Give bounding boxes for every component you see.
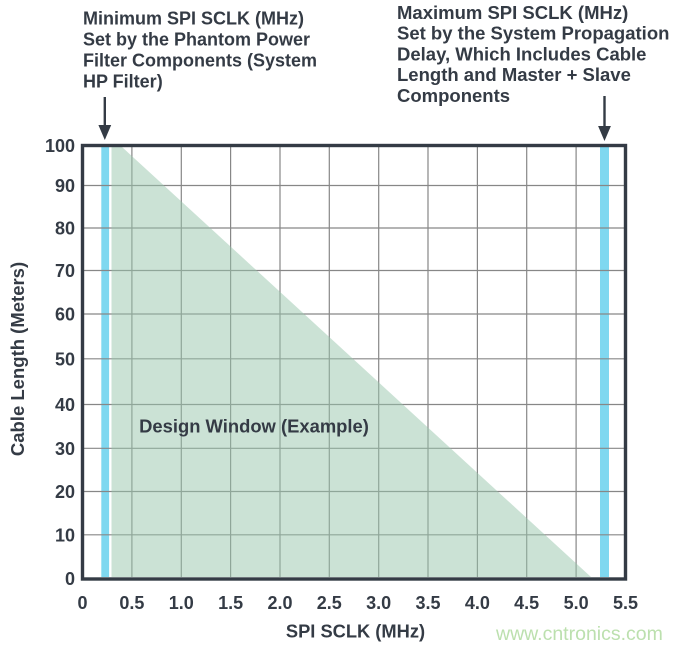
svg-text:5.0: 5.0 xyxy=(564,593,589,613)
svg-text:3.5: 3.5 xyxy=(415,593,440,613)
svg-text:www.cntronics.com: www.cntronics.com xyxy=(495,623,663,645)
svg-text:20: 20 xyxy=(55,482,75,502)
svg-text:0.5: 0.5 xyxy=(119,593,144,613)
svg-text:Maximum SPI SCLK (MHz): Maximum SPI SCLK (MHz) xyxy=(397,2,628,23)
svg-text:4.5: 4.5 xyxy=(514,593,539,613)
svg-text:0: 0 xyxy=(65,569,75,589)
svg-text:90: 90 xyxy=(55,176,75,196)
svg-text:40: 40 xyxy=(55,395,75,415)
svg-text:2.0: 2.0 xyxy=(267,593,292,613)
svg-text:Minimum SPI SCLK (MHz): Minimum SPI SCLK (MHz) xyxy=(83,9,304,29)
svg-text:10: 10 xyxy=(55,525,75,545)
svg-text:Components: Components xyxy=(397,85,510,106)
svg-text:Cable Length (Meters): Cable Length (Meters) xyxy=(7,262,28,456)
svg-text:60: 60 xyxy=(55,305,75,325)
svg-text:1.5: 1.5 xyxy=(218,593,243,613)
svg-text:80: 80 xyxy=(55,219,75,239)
svg-text:Length and Master + Slave: Length and Master + Slave xyxy=(397,64,631,85)
svg-text:100: 100 xyxy=(45,136,75,156)
svg-text:1.0: 1.0 xyxy=(169,593,194,613)
svg-text:Design Window (Example): Design Window (Example) xyxy=(139,416,369,437)
svg-text:Filter Components (System: Filter Components (System xyxy=(83,51,317,71)
svg-text:50: 50 xyxy=(55,349,75,369)
svg-text:4.0: 4.0 xyxy=(465,593,490,613)
svg-text:70: 70 xyxy=(55,261,75,281)
svg-text:SPI SCLK (MHz): SPI SCLK (MHz) xyxy=(286,620,425,641)
svg-text:Delay, Which Includes Cable: Delay, Which Includes Cable xyxy=(397,43,646,64)
svg-text:5.5: 5.5 xyxy=(613,593,638,613)
svg-text:Set by the Phantom Power: Set by the Phantom Power xyxy=(83,30,310,50)
svg-text:2.5: 2.5 xyxy=(317,593,342,613)
svg-text:0: 0 xyxy=(77,593,87,613)
svg-text:Set by the System Propagation: Set by the System Propagation xyxy=(397,23,669,44)
svg-text:3.0: 3.0 xyxy=(366,593,391,613)
svg-text:30: 30 xyxy=(55,439,75,459)
svg-text:HP Filter): HP Filter) xyxy=(83,72,163,92)
